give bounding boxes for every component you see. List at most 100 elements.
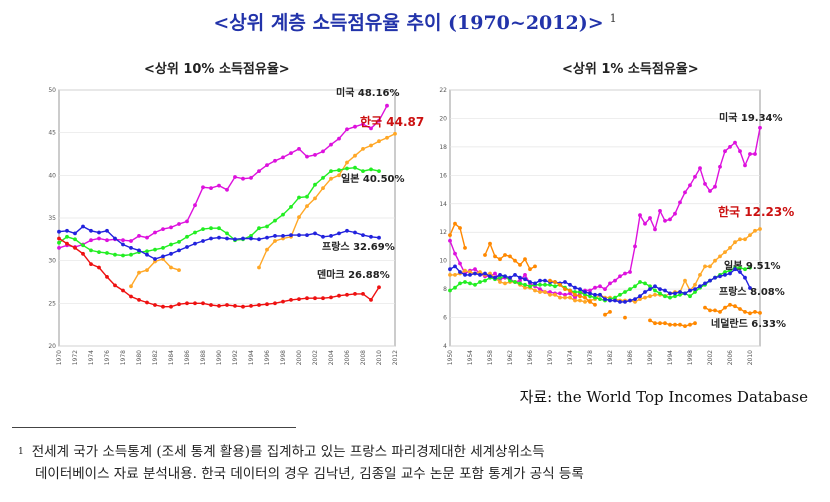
data-point-france: [81, 224, 85, 229]
chart-top10-share: 20 25 30 35 40 45 50 1970 1972 1974 1976 1978 1980 19…: [48, 86, 424, 365]
data-point-us: [385, 103, 389, 108]
x-tick-label: 1990: [216, 350, 223, 365]
series-label-korea: 한국 12.23%: [718, 204, 794, 219]
data-point-netherlands: [743, 310, 747, 314]
series-label-japan: 일본 40.50%: [341, 172, 405, 185]
data-point-france: [321, 234, 325, 239]
series-france: [57, 224, 381, 261]
data-point-france: [543, 278, 547, 283]
data-point-us: [598, 284, 602, 289]
data-point-korea: [361, 147, 365, 151]
data-point-us: [105, 238, 109, 243]
data-point-japan: [643, 281, 647, 286]
y-tick-label: 50: [48, 87, 56, 94]
data-point-korea: [718, 254, 722, 259]
title-text: <상위 계층 소득점유율 추이 (1970~2012)>: [213, 12, 604, 34]
x-tick-label: 2006: [344, 350, 351, 365]
data-point-korea: [305, 204, 309, 208]
data-point-denmark: [153, 303, 157, 307]
data-point-korea: [313, 196, 317, 201]
data-point-japan: [321, 176, 325, 180]
x-tick-label: 1998: [280, 350, 287, 365]
chart-top1-share: 4 6 8 10 12 14 16 18 20 22 1950 1954 1958 1962 1966 197…: [439, 87, 794, 365]
data-point-us: [568, 291, 572, 296]
data-point-us: [201, 185, 205, 190]
data-point-netherlands: [693, 321, 697, 326]
data-point-us: [708, 189, 712, 193]
data-point-us: [668, 217, 672, 222]
data-point-france: [105, 228, 109, 233]
data-point-korea: [145, 268, 149, 272]
data-point-netherlands: [608, 310, 612, 314]
data-point-korea: [573, 298, 577, 303]
data-point-denmark: [57, 236, 61, 241]
data-point-france: [743, 275, 747, 280]
data-point-denmark: [377, 285, 381, 290]
data-point-netherlands: [558, 282, 562, 287]
data-point-korea: [345, 160, 349, 165]
series-line-netherlands: [549, 279, 596, 306]
data-point-us: [648, 216, 652, 220]
data-point-us: [633, 244, 637, 249]
data-point-denmark: [361, 292, 365, 296]
data-point-netherlands: [723, 305, 727, 310]
data-point-japan: [129, 252, 133, 257]
data-point-japan: [193, 230, 197, 235]
data-point-netherlands: [548, 278, 552, 283]
data-point-netherlands: [663, 321, 667, 326]
footnote-mark: 1: [18, 447, 24, 457]
data-point-us: [703, 182, 707, 186]
y-tick-label: 25: [48, 300, 56, 307]
data-point-france: [468, 273, 472, 277]
data-point-us: [265, 163, 269, 167]
data-point-korea: [753, 228, 757, 233]
data-point-japan: [688, 294, 692, 299]
data-point-japan: [225, 231, 229, 236]
data-point-korea: [498, 280, 502, 284]
series-line-netherlands: [449, 222, 466, 249]
data-point-denmark: [145, 300, 149, 305]
data-point-france: [608, 298, 612, 303]
data-point-japan: [468, 281, 472, 286]
y-tick-label: 40: [48, 172, 56, 179]
data-point-japan: [201, 227, 205, 232]
data-point-japan: [105, 251, 109, 255]
data-point-netherlands: [563, 287, 567, 291]
data-point-france: [233, 237, 237, 242]
series-france: [448, 264, 752, 304]
y-tick-label: 22: [439, 87, 447, 94]
data-point-us: [185, 219, 189, 224]
data-point-japan: [673, 294, 677, 299]
data-point-us: [369, 126, 373, 131]
data-point-denmark: [137, 298, 141, 302]
data-point-japan: [668, 295, 672, 300]
data-point-netherlands: [483, 253, 487, 257]
series-label-us: 미국 19.34%: [719, 111, 783, 124]
data-point-us: [137, 234, 141, 238]
data-point-denmark: [249, 304, 253, 308]
data-point-denmark: [345, 292, 349, 297]
y-tick-label: 30: [48, 258, 56, 265]
data-point-us: [249, 176, 253, 180]
data-point-netherlands: [523, 257, 527, 262]
data-point-france: [353, 230, 357, 235]
data-point-netherlands: [748, 311, 752, 316]
data-point-france: [201, 239, 205, 243]
data-point-japan: [613, 295, 617, 300]
data-point-japan: [498, 275, 502, 280]
series-label-france: 프랑스 8.08%: [719, 286, 785, 298]
title-footnote-mark: 1: [609, 11, 617, 25]
data-point-france: [748, 286, 752, 290]
data-point-france: [683, 291, 687, 296]
data-point-japan: [217, 226, 221, 231]
data-point-france: [169, 251, 173, 256]
data-point-netherlands: [753, 310, 757, 314]
data-point-netherlands: [658, 321, 662, 326]
data-point-france: [361, 233, 365, 238]
data-point-france: [618, 300, 622, 304]
data-point-japan: [518, 281, 522, 286]
series-japan: [57, 165, 381, 258]
data-point-japan: [508, 278, 512, 283]
data-point-france: [708, 278, 712, 283]
data-point-korea: [538, 290, 542, 294]
